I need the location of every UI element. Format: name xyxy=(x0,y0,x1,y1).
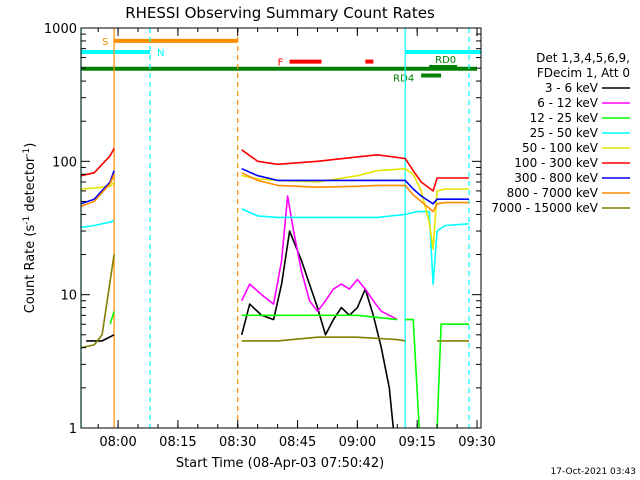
y-axis-ticks: 1 10 100 1000 xyxy=(44,22,481,437)
x-tick-label: 09:30 xyxy=(458,435,495,450)
y-tick-label: 100 xyxy=(52,155,77,170)
series-line xyxy=(80,173,115,208)
series-line xyxy=(80,254,115,349)
x-tick-label: 09:15 xyxy=(398,435,435,450)
x-tick-label: 08:30 xyxy=(219,435,256,450)
series-100-300keV xyxy=(80,148,469,192)
series-line xyxy=(241,172,469,213)
flag-label: N xyxy=(157,48,164,59)
series-line xyxy=(436,323,469,429)
y-tick-label: 1000 xyxy=(44,22,77,37)
y-tick-label: 1 xyxy=(69,422,77,437)
x-axis-ticks: 08:00 08:15 08:30 08:45 09:00 09:15 09:30 xyxy=(97,28,496,450)
legend-entry-label: 300 - 800 keV xyxy=(514,171,598,185)
series-line xyxy=(109,311,115,325)
y-axis-label-part: detector xyxy=(23,156,38,216)
series-300-800keV xyxy=(80,167,469,205)
x-axis-label: Start Time (08-Apr-03 07:50:42) xyxy=(176,456,384,471)
legend-entry-label: 25 - 50 keV xyxy=(530,126,599,140)
series-7000-15000keV xyxy=(80,254,469,349)
series-12-25keV xyxy=(109,311,469,429)
legend-entry-label: 50 - 100 keV xyxy=(522,141,599,155)
legend-header: Det 1,3,4,5,6,9, xyxy=(536,51,630,65)
plot-frame xyxy=(80,27,482,429)
flag-label: RD4 xyxy=(393,74,414,85)
flag-label: S xyxy=(102,37,108,48)
legend-header: FDecim 1, Att 0 xyxy=(537,66,630,80)
series-group xyxy=(80,148,470,429)
legend: Det 1,3,4,5,6,9,FDecim 1, Att 03 - 6 keV… xyxy=(491,51,630,215)
x-tick-label: 08:45 xyxy=(279,435,316,450)
series-line xyxy=(240,230,395,429)
series-line xyxy=(405,318,420,429)
series-800-7000keV xyxy=(80,172,469,213)
y-tick-label: 10 xyxy=(60,289,77,304)
series-line xyxy=(241,208,470,285)
legend-entry-label: 7000 - 15000 keV xyxy=(491,201,598,215)
x-tick-label: 08:00 xyxy=(99,435,136,450)
series-line xyxy=(240,195,398,321)
legend-entry-label: 800 - 7000 keV xyxy=(507,186,599,200)
legend-entry-label: 100 - 300 keV xyxy=(514,156,598,170)
x-tick-label: 08:15 xyxy=(159,435,196,450)
y-axis-label-part: ) xyxy=(23,143,38,148)
series-line xyxy=(80,219,115,229)
y-axis-label-sup: -1 xyxy=(22,216,32,225)
series-line xyxy=(241,149,469,192)
timestamp: 17-Oct-2021 03:43 xyxy=(551,467,636,477)
series-line xyxy=(241,314,398,321)
series-line xyxy=(241,336,406,342)
y-axis-label-sup: -1 xyxy=(22,148,32,157)
series-line xyxy=(80,170,115,205)
legend-entry-label: 6 - 12 keV xyxy=(537,96,599,110)
series-line xyxy=(86,334,115,342)
y-axis-label: Count Rate (s-1 detector-1) xyxy=(22,143,38,314)
series-line xyxy=(80,181,115,190)
x-tick-label: 09:00 xyxy=(339,435,376,450)
y-axis-label-part: Count Rate (s xyxy=(23,225,38,314)
series-line xyxy=(241,167,469,205)
series-3-6keV xyxy=(86,230,395,429)
flag-bars: S N F RD0 RD4 xyxy=(81,37,481,85)
flag-label: F xyxy=(278,58,284,69)
series-line xyxy=(80,148,115,177)
flag-label: RD0 xyxy=(435,55,456,66)
series-25-50keV xyxy=(80,208,470,285)
series-6-12keV xyxy=(240,195,398,321)
chart-title: RHESSI Observing Summary Count Rates xyxy=(125,4,435,22)
legend-entry-label: 3 - 6 keV xyxy=(545,81,599,95)
legend-entry-label: 12 - 25 keV xyxy=(530,111,599,125)
